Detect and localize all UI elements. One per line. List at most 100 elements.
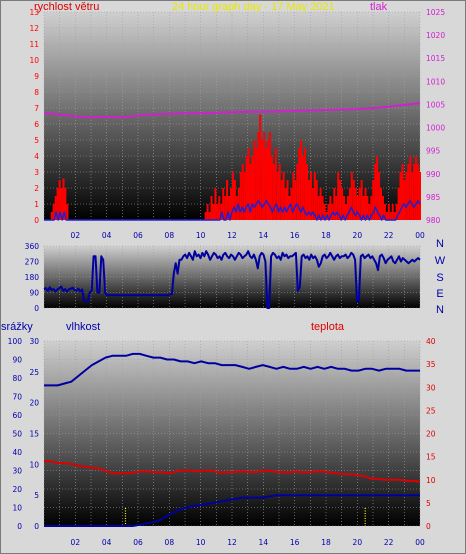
wind-gust-bar	[269, 132, 271, 220]
climate-time-tick-label: 12	[227, 538, 237, 547]
wind-speed-tick-label: 7	[34, 104, 39, 113]
direction-label-n-bottom: N	[436, 304, 444, 316]
wind-gust-bar	[214, 188, 217, 220]
wind-gust-bar	[391, 204, 394, 220]
wind-gust-bar	[224, 196, 227, 220]
wind-gust-bar	[383, 204, 386, 220]
humidity-tick-label: 25	[29, 368, 39, 377]
wind-gust-bar	[255, 148, 258, 220]
rain-tick-label: 60	[12, 411, 22, 420]
wind-gust-bar	[346, 196, 349, 220]
wind-gust-bar	[341, 188, 344, 220]
wind-time-tick-label: 20	[353, 231, 363, 240]
pressure-tick-label: 990	[426, 170, 441, 179]
wind-gust-bar	[272, 164, 275, 220]
wind-gust-bar	[395, 204, 398, 220]
climate-time-tick-label: 22	[384, 538, 394, 547]
wind-speed-tick-label: 5	[34, 136, 39, 145]
wind-gust-bar	[409, 156, 412, 220]
wind-gust-bar	[290, 188, 293, 220]
wind-speed-tick-label: 13	[29, 8, 39, 17]
humidity-tick-label: 10	[29, 460, 39, 469]
wind-gust-bar	[245, 156, 248, 220]
climate-time-tick-label: 02	[71, 538, 81, 547]
direction-tick-label: 360	[25, 242, 40, 251]
wind-gust-bar	[54, 196, 57, 220]
wind-gust-bar	[288, 196, 291, 220]
wind-gust-bar	[317, 196, 320, 220]
rain-axis-title: srážky	[1, 321, 33, 333]
wind-gust-bar	[60, 188, 63, 220]
wind-speed-tick-label: 6	[34, 120, 39, 129]
temperature-tick-label: 15	[426, 453, 436, 462]
wind-gust-bar	[321, 196, 324, 220]
wind-gust-bar	[368, 204, 371, 220]
wind-time-tick-label: 18	[321, 231, 331, 240]
wind-gust-bar	[64, 188, 67, 220]
wind-gust-bar	[206, 204, 209, 220]
wind-gust-bar	[419, 172, 421, 220]
wind-gust-bar	[222, 188, 225, 220]
temperature-axis-title: teplota	[311, 321, 345, 333]
wind-gust-bar	[230, 188, 232, 220]
wind-gust-bar	[253, 140, 256, 220]
climate-time-tick-label: 16	[290, 538, 300, 547]
rain-tick-label: 30	[12, 467, 22, 476]
wind-gust-bar	[62, 178, 65, 220]
wind-speed-tick-label: 9	[34, 72, 39, 81]
wind-gust-bar	[407, 164, 410, 220]
direction-tick-label: 270	[25, 258, 40, 267]
wind-gust-bar	[52, 204, 55, 220]
climate-time-tick-label: 18	[321, 538, 331, 547]
pressure-axis-title: tlak	[370, 1, 388, 13]
wind-gust-bar	[56, 188, 59, 220]
wind-gust-bar	[267, 140, 269, 220]
wind-gust-bar	[313, 172, 316, 220]
climate-time-tick-label: 08	[165, 538, 175, 547]
wind-gust-bar	[372, 180, 375, 220]
wind-gust-bar	[350, 172, 353, 220]
wind-gust-bar	[210, 196, 213, 220]
wind-gust-bar	[292, 172, 295, 220]
pressure-tick-label: 980	[426, 216, 441, 225]
rain-tick-label: 10	[12, 504, 22, 513]
wind-gust-bar	[358, 188, 361, 220]
wind-gust-bar	[366, 196, 369, 220]
pressure-tick-label: 985	[426, 193, 441, 202]
temperature-tick-label: 20	[426, 430, 436, 439]
wind-gust-bar	[302, 156, 305, 220]
wind-time-tick-label: 04	[102, 231, 112, 240]
humidity-line	[44, 352, 420, 387]
wind-gust-bar	[296, 164, 299, 220]
wind-gust-bar	[50, 212, 53, 220]
wind-gust-bar	[300, 140, 303, 220]
wind-gust-bar	[415, 156, 418, 220]
wind-gust-bar	[356, 196, 359, 220]
temperature-tick-label: 35	[426, 360, 436, 369]
wind-gust-bar	[251, 156, 254, 220]
pressure-tick-label: 995	[426, 147, 441, 156]
wind-gust-bar	[228, 196, 231, 220]
wind-gust-bar	[327, 204, 330, 220]
temperature-tick-label: 10	[426, 476, 436, 485]
wind-gust-bar	[315, 180, 318, 220]
pressure-line	[43, 102, 421, 119]
wind-gust-bar	[397, 188, 400, 220]
wind-direction-line	[43, 250, 421, 309]
wind-time-tick-label: 16	[290, 231, 300, 240]
direction-tick-label: 180	[25, 273, 40, 282]
humidity-axis-title: vlhkost	[66, 321, 101, 333]
wind-speed-tick-label: 10	[29, 56, 39, 65]
wind-speed-tick-label: 11	[29, 40, 39, 49]
wind-gust-bar	[274, 148, 277, 220]
wind-gust-bar	[208, 212, 211, 220]
wind-gust-bar	[286, 180, 289, 220]
wind-gust-bar	[343, 196, 345, 220]
humidity-tick-label: 5	[34, 491, 39, 500]
wind-speed-tick-label: 4	[34, 152, 39, 161]
wind-gust-bar	[333, 188, 336, 220]
wind-time-tick-label: 06	[133, 231, 143, 240]
wind-gust-bar	[374, 164, 377, 220]
rain-tick-label: 100	[8, 337, 23, 346]
wind-gust-bar	[276, 172, 279, 220]
